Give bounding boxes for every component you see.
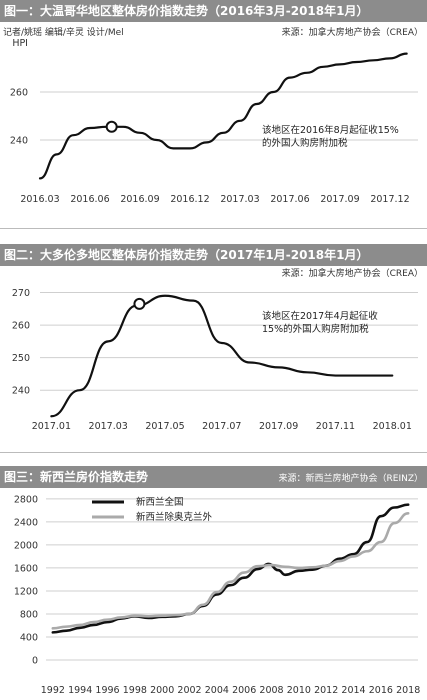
chart2-plot: 该地区在2017年4月起征收 15%的外国人购房附加税 240 250 260 270… — [12, 288, 418, 432]
x-tick-label: 2017.09 — [320, 194, 359, 205]
x-tick-label: 1994 — [68, 685, 92, 696]
series-line-0 — [38, 52, 408, 180]
series-line-0 — [50, 294, 394, 418]
legend-label-ex-auckland: 新西兰除奥克兰外 — [136, 511, 213, 523]
x-tick-label: 1996 — [95, 685, 119, 696]
divider — [0, 228, 427, 229]
x-tick-label: 2016.12 — [170, 194, 209, 205]
x-tick-label: 2018 — [396, 685, 420, 696]
chart3-source: 来源：新西兰房地产协会（REINZ） — [278, 474, 424, 484]
chart2-source: 来源：加拿大房地产协会（CREA） — [281, 269, 423, 279]
x-tick-label: 1992 — [41, 685, 65, 696]
x-tick-label: 2000 — [150, 685, 174, 696]
x-tick-label: 2002 — [177, 685, 201, 696]
y-tick-label: 250 — [12, 353, 30, 364]
y-tick-label: 240 — [10, 136, 28, 147]
x-tick-label: 2017.01 — [32, 421, 71, 432]
series-line-0 — [51, 503, 410, 634]
x-tick-label: 2017.09 — [259, 421, 298, 432]
y-tick-label: 260 — [10, 88, 28, 99]
series-line-1 — [51, 511, 410, 630]
chart2-annotation-line2: 15%的外国人购房附加税 — [262, 323, 369, 335]
chart2-header: 图二：大多伦多地区整体房价指数走势（2017年1月-2018年1月） — [0, 244, 427, 266]
x-tick-label: 2017.12 — [370, 194, 409, 205]
x-tick-label: 1998 — [123, 685, 147, 696]
divider — [0, 452, 427, 453]
chart2-annotation-line1: 该地区在2017年4月起征收 — [262, 310, 378, 322]
chart1-header: 图一：大温哥华地区整体房价指数走势（2016年3月-2018年1月） — [0, 0, 427, 22]
x-tick-label: 2006 — [232, 685, 256, 696]
y-tick-label: 1200 — [14, 586, 38, 597]
x-tick-label: 2017.05 — [145, 421, 184, 432]
chart1-source: 来源：加拿大房地产协会（CREA） — [281, 28, 423, 38]
y-tick-label: 240 — [12, 386, 30, 397]
x-tick-label: 2010 — [287, 685, 311, 696]
y-tick-label: 270 — [12, 288, 30, 299]
chart3-header: 图三：新西兰房价指数走势 — [0, 466, 427, 488]
event-marker — [133, 297, 146, 310]
y-tick-label: 400 — [20, 632, 38, 643]
chart3-plot: 新西兰全国 新西兰除奥克兰外 0 400 800 1200 1600 2000 2400 28… — [14, 494, 420, 696]
x-tick-label: 2017.06 — [270, 194, 309, 205]
x-tick-label: 2016.03 — [20, 194, 59, 205]
y-axis-label: HPI — [12, 38, 28, 49]
chart3-legend: 新西兰全国 新西兰除奥克兰外 — [92, 496, 213, 523]
x-tick-label: 2017.03 — [89, 421, 128, 432]
y-tick-label: 1600 — [14, 563, 38, 574]
y-tick-label: 800 — [20, 609, 38, 620]
y-tick-label: 2800 — [14, 494, 38, 505]
x-tick-label: 2004 — [205, 685, 229, 696]
chart1-annotation-line1: 该地区在2016年8月起征收15% — [262, 124, 399, 136]
y-tick-label: 260 — [12, 321, 30, 332]
x-tick-label: 2016 — [369, 685, 393, 696]
x-tick-label: 2016.06 — [70, 194, 109, 205]
chart1-annotation-line2: 的外国人购房附加税 — [262, 137, 348, 149]
event-marker — [105, 120, 118, 133]
x-tick-label: 2017.11 — [316, 421, 355, 432]
chart1-plot: 该地区在2016年8月起征收15% 的外国人购房附加税 240 260 HPI 201… — [10, 38, 418, 205]
legend-label-nz: 新西兰全国 — [136, 496, 184, 508]
y-tick-label: 2400 — [14, 517, 38, 528]
x-tick-label: 2008 — [259, 685, 283, 696]
x-tick-label: 2012 — [314, 685, 338, 696]
x-tick-label: 2017.03 — [220, 194, 259, 205]
chart1-credit: 记者/姚瑶 编辑/辛灵 设计/Mel — [3, 28, 124, 38]
x-tick-label: 2018.01 — [373, 421, 412, 432]
x-tick-label: 2014 — [341, 685, 365, 696]
y-tick-label: 2000 — [14, 540, 38, 551]
y-tick-label: 0 — [32, 656, 38, 667]
x-tick-label: 2017.07 — [202, 421, 241, 432]
x-tick-label: 2016.09 — [120, 194, 159, 205]
